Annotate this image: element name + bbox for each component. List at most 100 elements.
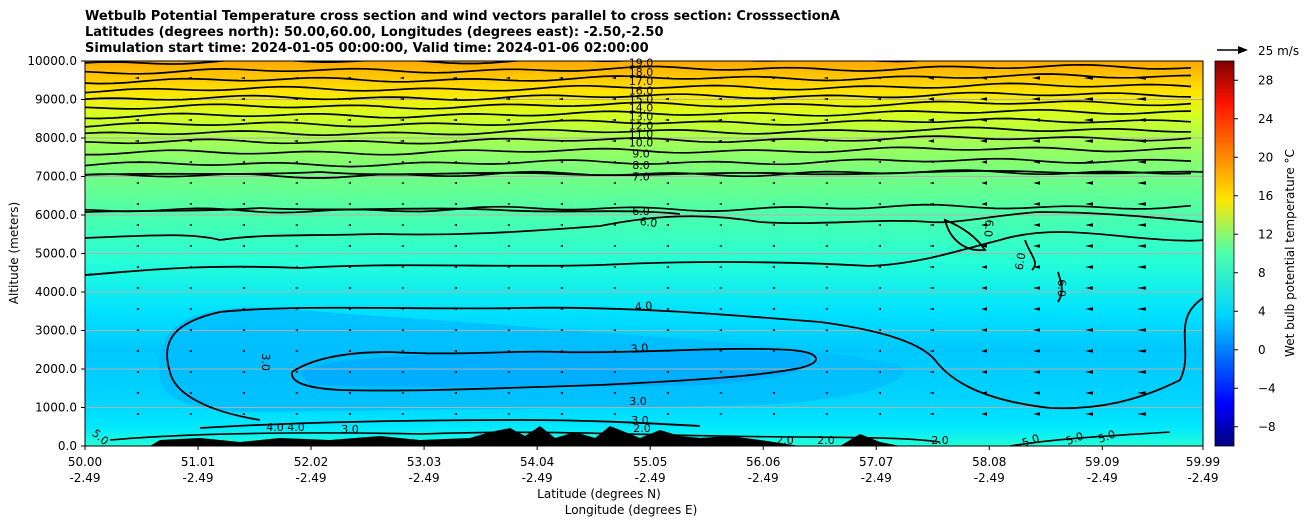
- y-tick-label: 1000.0: [35, 401, 77, 415]
- wind-vector-arrow: [454, 181, 457, 185]
- wind-vector-arrow: [560, 265, 563, 269]
- colorbar-ticks: −8 −4 0 4 8 12 16 20 24 28: [1234, 73, 1276, 434]
- wind-vector-arrow: [613, 412, 616, 416]
- y-tick-label: 7000.0: [35, 170, 77, 184]
- wind-vector-arrow: [1031, 97, 1040, 101]
- wind-vector-arrow: [348, 160, 351, 164]
- wind-vector-arrow: [560, 391, 563, 395]
- wind-vector-arrow: [1085, 328, 1093, 332]
- contour-label-3-a: 3.0: [630, 341, 649, 356]
- wind-vector-arrow: [772, 328, 775, 332]
- wind-vector-arrow: [187, 139, 192, 143]
- wind-vector-arrow: [1137, 349, 1146, 353]
- y-axis-label: Altitude (meters): [7, 202, 21, 304]
- y-tick-label: 6000.0: [35, 208, 77, 222]
- y-tick-label: 5000.0: [35, 247, 77, 261]
- wind-vector-arrow: [927, 139, 934, 143]
- wind-vector-arrow: [770, 139, 775, 143]
- wind-vector-arrow: [770, 97, 775, 101]
- contour-label-upper: 11.0: [629, 128, 654, 141]
- wind-vector-arrow: [507, 349, 510, 353]
- x-tick-label-latitude: 53.03: [407, 455, 441, 469]
- wind-vector-arrow: [295, 307, 298, 311]
- wind-vector-arrow: [293, 139, 298, 143]
- wind-vector-arrow: [240, 97, 245, 101]
- wind-vector-arrow: [878, 412, 881, 416]
- chart-title-line-2: Latitudes (degrees north): 50.00,60.00, …: [85, 25, 664, 40]
- wind-vector-arrow: [505, 76, 510, 80]
- x-axis-label-longitude: Longitude (degrees E): [565, 503, 698, 517]
- wind-vector-arrow: [1137, 370, 1146, 374]
- wind-vector-arrow: [1085, 412, 1093, 416]
- wind-vector-arrow: [136, 370, 139, 374]
- wind-vector-arrow: [560, 244, 563, 248]
- wind-vector-arrow: [719, 160, 722, 164]
- wind-vector-arrow: [772, 202, 775, 206]
- contour-line-upper: [85, 108, 1192, 120]
- wind-vector-arrow: [929, 223, 934, 227]
- x-tick-label-longitude: -2.49: [635, 471, 666, 485]
- colorbar-tick-label: −4: [1258, 381, 1276, 395]
- wind-vector-arrow: [507, 412, 510, 416]
- wind-vector-arrow: [189, 328, 192, 332]
- wind-vector-arrow: [981, 160, 987, 164]
- wind-vector-arrow: [348, 412, 351, 416]
- wind-vector-arrow: [611, 118, 616, 122]
- x-tick-label-latitude: 56.06: [746, 455, 780, 469]
- wind-vector-arrow: [136, 286, 139, 290]
- wind-vector-arrow: [613, 160, 616, 164]
- wind-vector-arrow: [242, 181, 245, 185]
- wind-vector-arrow: [717, 118, 722, 122]
- wind-vector-arrow: [348, 370, 351, 374]
- contour-label-5-b: 5.0: [1020, 432, 1041, 450]
- wind-vector-arrow: [401, 181, 404, 185]
- wind-vector-arrow: [1085, 265, 1093, 269]
- wind-vector-arrow: [295, 391, 298, 395]
- wind-vector-arrow: [560, 160, 563, 164]
- wind-vector-arrow: [560, 202, 563, 206]
- wind-vector-arrow: [136, 412, 139, 416]
- contour-3: [291, 347, 817, 392]
- contour-6-closed-b: [1024, 239, 1036, 271]
- x-tick-label-latitude: 59.99: [1186, 455, 1220, 469]
- wind-vector-arrow: [242, 307, 245, 311]
- contour-line-upper: [85, 73, 1192, 85]
- wind-vector-arrow: [401, 412, 404, 416]
- wind-vector-arrow: [666, 286, 669, 290]
- contour-label-upper: 14.0: [629, 102, 654, 115]
- wind-vector-arrow: [981, 412, 987, 416]
- wind-vectors: [134, 76, 1146, 416]
- wind-vector-arrow: [507, 160, 510, 164]
- grid-lines: [85, 99, 1203, 408]
- wind-vector-arrow: [613, 370, 616, 374]
- wind-vector-arrow: [136, 349, 139, 353]
- wind-vector-arrow: [1137, 328, 1146, 332]
- wind-vector-arrow: [1137, 202, 1146, 206]
- wind-vector-arrow: [1135, 118, 1146, 122]
- contour-label-upper: 16.0: [629, 84, 654, 97]
- wind-vector-arrow: [878, 391, 881, 395]
- wind-vector-arrow: [505, 139, 510, 143]
- wind-vector-arrow: [770, 118, 775, 122]
- wind-vector-arrow: [825, 160, 828, 164]
- wind-vector-arrow: [454, 328, 457, 332]
- wind-vector-arrow: [560, 349, 563, 353]
- wind-vector-arrow: [979, 118, 987, 122]
- wind-vector-arrow: [136, 202, 139, 206]
- wind-vector-arrow: [189, 244, 192, 248]
- wind-vector-arrow: [454, 223, 457, 227]
- x-tick-label-longitude: -2.49: [522, 471, 553, 485]
- wind-vector-arrow: [346, 139, 351, 143]
- wind-vector-arrow: [242, 370, 245, 374]
- wind-vector-arrow: [348, 349, 351, 353]
- contour-label-4-b: 4.0: [266, 421, 284, 434]
- contour-label-5-c: 5.0: [1064, 430, 1085, 448]
- wind-vector-arrow: [136, 307, 139, 311]
- wind-vector-arrow: [878, 328, 881, 332]
- wind-vector-arrow: [399, 139, 404, 143]
- x-tick-label-latitude: 51.01: [181, 455, 215, 469]
- wind-vector-arrow: [825, 307, 828, 311]
- wind-vector-arrow: [770, 76, 775, 80]
- wind-vector-arrow: [240, 118, 245, 122]
- wind-vector-arrow: [134, 97, 139, 101]
